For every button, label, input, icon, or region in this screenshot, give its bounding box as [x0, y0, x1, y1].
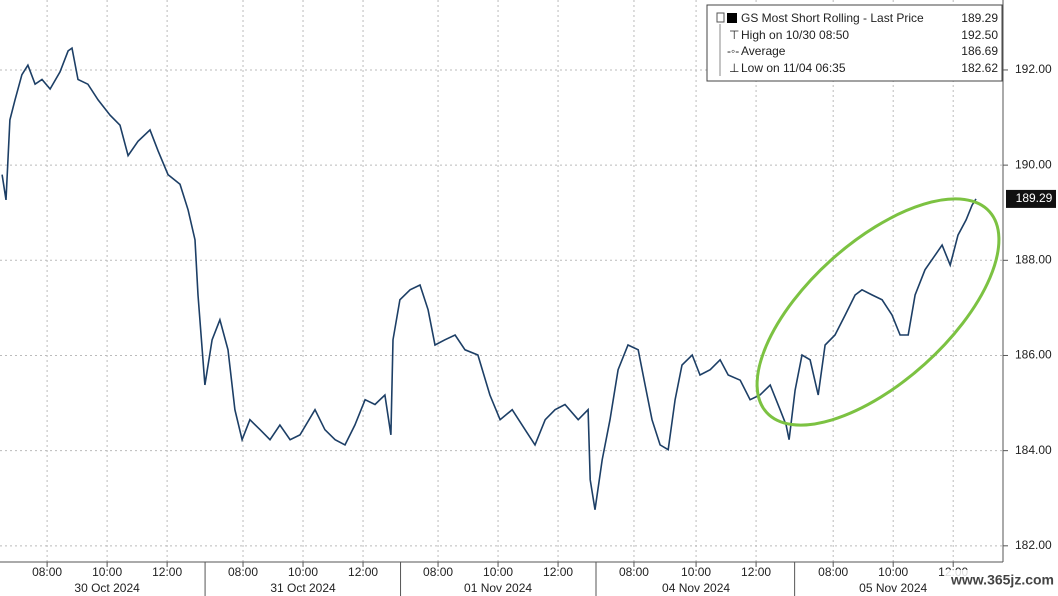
y-tick-label: 188.00: [1015, 252, 1052, 266]
legend-value: 186.69: [961, 44, 998, 58]
x-tick-label: 10:00: [681, 565, 711, 579]
x-tick-label: 08:00: [32, 565, 62, 579]
x-tick-label: 08:00: [818, 565, 848, 579]
x-tick-label: 08:00: [619, 565, 649, 579]
last-price-badge: [1006, 189, 1056, 208]
legend-symbol: -◦-: [727, 44, 739, 58]
x-tick-label: 12:00: [152, 565, 182, 579]
x-tick-label: 10:00: [92, 565, 122, 579]
legend-label: GS Most Short Rolling - Last Price: [741, 11, 924, 25]
legend-value: 182.62: [961, 61, 998, 75]
legend: GS Most Short Rolling - Last Price 189.2…: [706, 4, 1003, 82]
y-tick-label: 186.00: [1015, 348, 1052, 362]
x-tick-label: 12:00: [348, 565, 378, 579]
x-tick-label: 08:00: [423, 565, 453, 579]
legend-box: [706, 4, 1003, 82]
legend-swatch: [727, 13, 737, 23]
x-tick-label: 10:00: [483, 565, 513, 579]
y-tick-label: 190.00: [1015, 157, 1052, 171]
legend-label: High on 10/30 08:50: [741, 28, 849, 42]
x-tick-label: 10:00: [878, 565, 908, 579]
watermark-bg: [945, 570, 1058, 592]
date-label: 30 Oct 2024: [74, 581, 140, 595]
y-tick-label: 192.00: [1015, 62, 1052, 76]
legend-label: Average: [741, 44, 786, 58]
plot: [1, 46, 977, 510]
x-tick-label: 12:00: [543, 565, 573, 579]
date-label: 01 Nov 2024: [464, 581, 532, 595]
y-tick-label: 184.00: [1015, 443, 1052, 457]
legend-value: 192.50: [961, 28, 998, 42]
legend-icon: [716, 12, 725, 23]
x-tick-label: 10:00: [288, 565, 318, 579]
legend-symbol: ⊥: [729, 61, 739, 75]
date-label: 04 Nov 2024: [662, 581, 730, 595]
grid: [0, 0, 1003, 562]
x-tick-label: 08:00: [228, 565, 258, 579]
axes: 182.00 184.00 186.00 188.00 190.00 192.00 08:0…: [32, 62, 1052, 596]
date-label: 31 Oct 2024: [270, 581, 336, 595]
y-tick-label: 182.00: [1015, 538, 1052, 552]
watermark: www.365jz.com: [950, 572, 1054, 588]
last-price-label: 189.29: [1016, 191, 1053, 205]
highlight-ellipse: [755, 197, 1001, 427]
legend-label: Low on 11/04 06:35: [741, 61, 846, 75]
legend-symbol: ⊤: [729, 28, 739, 42]
legend-value: 189.29: [961, 11, 998, 25]
x-tick-label: 12:00: [741, 565, 771, 579]
date-label: 05 Nov 2024: [859, 581, 927, 595]
price-line: [1, 46, 977, 510]
